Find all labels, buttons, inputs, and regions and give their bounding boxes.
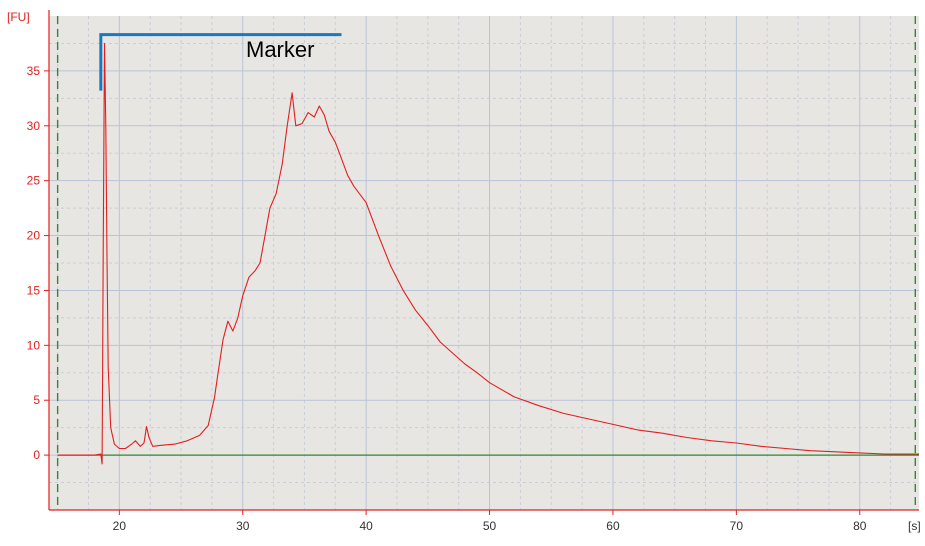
y-tick-label: 25 [27, 174, 41, 188]
y-tick-label: 35 [27, 64, 41, 78]
marker-bracket [99, 33, 342, 91]
y-tick-label: 20 [27, 229, 41, 243]
x-unit-label: [s] [908, 519, 921, 533]
y-tick-label: 30 [27, 119, 41, 133]
x-tick-label: 50 [483, 519, 497, 533]
trace-line [57, 42, 919, 465]
x-tick-label: 80 [853, 519, 867, 533]
y-tick-label: 15 [27, 283, 41, 297]
x-tick-label: 40 [359, 519, 373, 533]
x-tick-label: 70 [730, 519, 744, 533]
x-tick-label: 30 [236, 519, 250, 533]
marker-label: Marker [246, 37, 314, 62]
y-tick-label: 10 [27, 338, 41, 352]
y-unit-label: [FU] [7, 10, 30, 24]
x-tick-label: 20 [113, 519, 127, 533]
y-tick-label: 0 [33, 448, 40, 462]
x-tick-label: 60 [606, 519, 620, 533]
y-tick-label: 5 [33, 393, 40, 407]
